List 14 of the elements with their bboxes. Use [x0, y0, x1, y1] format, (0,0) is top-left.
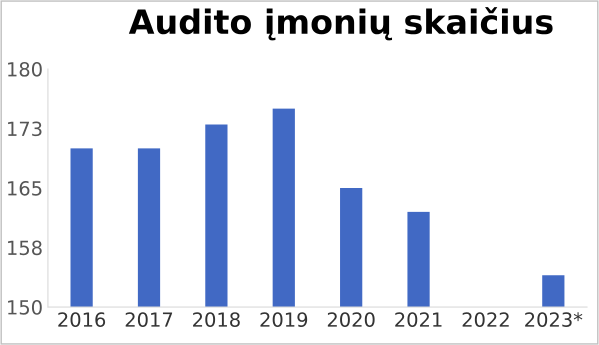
- x-tick-label: 2018: [193, 312, 240, 327]
- x-tick-label: 2019: [260, 312, 308, 327]
- x-tick-label: 2022: [462, 312, 509, 327]
- x-tick-label: 2023*: [525, 312, 582, 327]
- x-tick-label: 2020: [328, 312, 375, 327]
- x-tick-label: 2021: [395, 312, 442, 327]
- y-tick-label: 165: [8, 180, 42, 196]
- y-tick-label: 150: [8, 300, 42, 315]
- y-tick-label: 173: [8, 121, 42, 136]
- x-tick-label: 2016: [58, 312, 106, 327]
- chart-title: Audito įmonių skaičius: [128, 7, 553, 40]
- y-tick-label: 180: [8, 62, 42, 77]
- x-tick-label: 2017: [126, 312, 172, 327]
- y-tick-label: 158: [8, 240, 42, 256]
